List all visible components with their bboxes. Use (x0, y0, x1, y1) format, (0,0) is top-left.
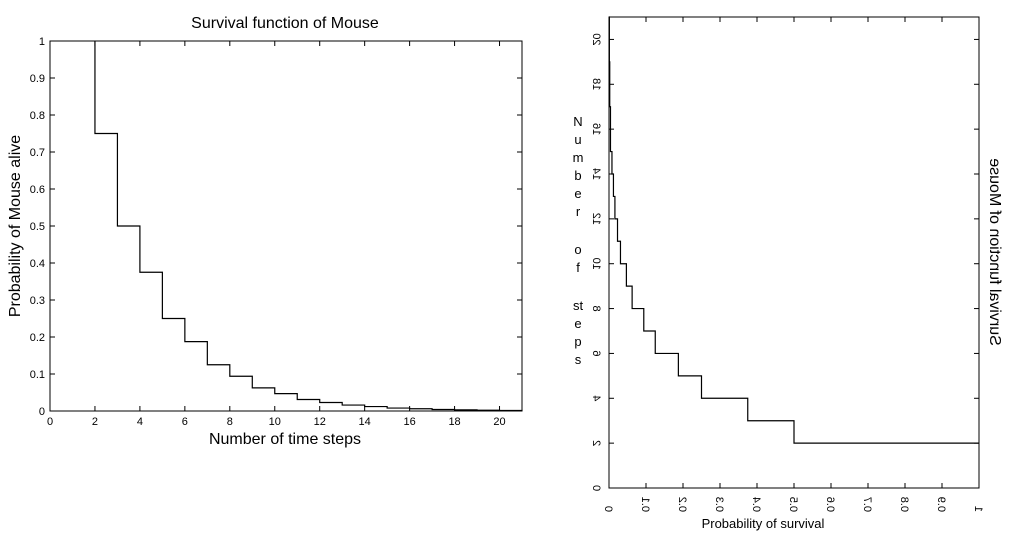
y-tick-label-right: 18 (590, 78, 602, 90)
survival-step-line-right (608, 16, 979, 444)
x-tick-label: 18 (448, 416, 460, 428)
x-tick-label: 10 (269, 416, 281, 428)
y-axis-label-letter: b (574, 168, 581, 183)
y-tick-label-right: 8 (590, 306, 602, 312)
y-tick-label: 0.4 (30, 258, 45, 270)
y-tick-label: 0.6 (30, 184, 45, 196)
y-tick-label-right: 10 (590, 258, 602, 270)
y-tick-label: 1 (39, 36, 45, 48)
x-tick-label-right: 0.1 (639, 497, 651, 512)
x-axis-label: Number of time steps (209, 431, 361, 448)
y-tick-label: 0.8 (30, 110, 45, 122)
x-tick-label: 0 (47, 416, 53, 428)
y-axis-label-letter: p (574, 334, 581, 349)
y-tick-label: 0.1 (30, 369, 45, 381)
y-axis-label-letter: e (574, 316, 581, 331)
x-tick-label-right: 0.5 (787, 497, 799, 512)
y-axis-ticks-right: 0 2 4 6 8 10 12 14 16 18 20 (590, 33, 979, 491)
y-tick-label-right: 6 (590, 350, 602, 356)
y-tick-label: 0.2 (30, 332, 45, 344)
plot-frame-right (608, 16, 980, 489)
y-tick-label: 0.5 (30, 221, 45, 233)
x-tick-label: 2 (92, 416, 98, 428)
x-tick-label-right: 0.8 (898, 497, 910, 512)
y-axis-label-letter: m (573, 150, 584, 165)
x-axis-ticks-right: 0 0.1 0.2 0.3 0.4 0.5 0.6 0.7 0.8 0.9 1 (602, 17, 984, 512)
x-tick-label-right: 0.2 (676, 497, 688, 512)
y-axis-label-letter: o (574, 242, 581, 257)
x-tick-label: 16 (403, 416, 415, 428)
y-axis-label-letter: f (576, 260, 580, 275)
y-tick-label: 0.9 (30, 73, 45, 85)
y-tick-label-right: 14 (590, 168, 602, 180)
survival-chart-right: 0 0.1 0.2 0.3 0.4 0.5 0.6 0.7 0.8 0.9 1 0 2 4 6 8 10 12 1… (573, 16, 1003, 531)
y-tick-label-right: 12 (590, 213, 602, 225)
y-axis-label-letter: r (576, 204, 581, 219)
x-tick-label: 14 (359, 416, 371, 428)
y-tick-label-right: 20 (590, 33, 602, 45)
x-tick-label: 8 (227, 416, 233, 428)
y-axis-label-letter: s (575, 352, 582, 367)
y-tick-label-right: 0 (590, 485, 602, 491)
x-tick-label-right: 0.7 (861, 497, 873, 512)
x-tick-label: 4 (137, 416, 143, 428)
y-tick-label: 0.3 (30, 295, 45, 307)
y-tick-label-right: 16 (590, 123, 602, 135)
y-tick-label: 0.7 (30, 147, 45, 159)
x-axis-label-right: Probability of survival (702, 516, 825, 531)
y-tick-label-right: 2 (590, 440, 602, 446)
y-axis-label-letter: st (573, 298, 584, 313)
x-tick-label: 20 (493, 416, 505, 428)
y-axis-label-letter: u (574, 132, 581, 147)
x-tick-label-right: 1 (972, 506, 984, 512)
x-axis-ticks: 0 2 4 6 8 10 12 14 16 18 20 (47, 41, 506, 428)
x-tick-label-right: 0.4 (750, 497, 762, 512)
x-tick-label: 6 (182, 416, 188, 428)
chart-title: Survival function of Mouse (191, 15, 379, 32)
x-tick-label-right: 0.3 (713, 497, 725, 512)
y-tick-label: 0 (39, 406, 45, 418)
mirrored-chart-title: Survival function of Mouse (986, 158, 1003, 346)
x-tick-label-right: 0.6 (824, 497, 836, 512)
x-tick-label-right: 0.9 (935, 497, 947, 512)
survival-chart-left: Survival function of Mouse 0 2 4 6 8 10 12 14 16… (7, 15, 523, 448)
y-tick-label-right: 4 (590, 395, 602, 401)
survival-step-line (94, 41, 523, 412)
x-tick-label: 12 (314, 416, 326, 428)
y-axis-label-letter: N (573, 114, 582, 129)
y-axis-label: Probability of Mouse alive (7, 135, 24, 317)
y-axis-label-letter: e (574, 186, 581, 201)
y-axis-ticks: 0 0.1 0.2 0.3 0.4 0.5 0.6 0.7 0.8 0.9 1 (30, 36, 522, 418)
x-tick-label-right: 0 (602, 506, 614, 512)
